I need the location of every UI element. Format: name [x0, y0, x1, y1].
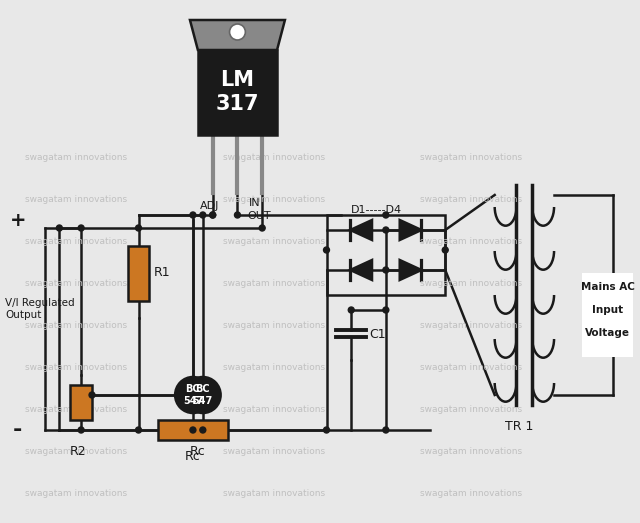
Circle shape — [383, 267, 389, 273]
Text: swagatam innovations: swagatam innovations — [223, 153, 324, 162]
Circle shape — [383, 427, 389, 433]
Text: Rc: Rc — [190, 445, 205, 458]
Circle shape — [78, 225, 84, 231]
Circle shape — [324, 427, 330, 433]
FancyBboxPatch shape — [582, 273, 633, 357]
Circle shape — [185, 377, 221, 413]
Bar — [70, 385, 92, 420]
Polygon shape — [350, 260, 372, 280]
Text: swagatam innovations: swagatam innovations — [25, 363, 127, 372]
Text: LM
317: LM 317 — [216, 71, 259, 113]
Text: swagatam innovations: swagatam innovations — [223, 363, 324, 372]
Bar — [158, 420, 228, 440]
Circle shape — [383, 307, 389, 313]
Text: swagatam innovations: swagatam innovations — [25, 195, 127, 204]
Polygon shape — [350, 220, 372, 240]
Bar — [175, 421, 220, 439]
Circle shape — [230, 24, 245, 40]
Circle shape — [234, 212, 241, 218]
Polygon shape — [400, 260, 422, 280]
Text: swagatam innovations: swagatam innovations — [25, 153, 127, 162]
Text: swagatam innovations: swagatam innovations — [223, 405, 324, 414]
Text: R2: R2 — [70, 445, 86, 458]
Text: -: - — [13, 420, 22, 440]
Text: swagatam innovations: swagatam innovations — [420, 237, 523, 246]
Circle shape — [175, 377, 211, 413]
Bar — [198, 50, 277, 135]
Text: swagatam innovations: swagatam innovations — [420, 153, 523, 162]
Circle shape — [136, 427, 141, 433]
Text: swagatam innovations: swagatam innovations — [223, 489, 324, 498]
Circle shape — [200, 427, 206, 433]
Circle shape — [190, 212, 196, 218]
Circle shape — [136, 225, 141, 231]
Bar — [326, 215, 445, 295]
Text: swagatam innovations: swagatam innovations — [420, 405, 523, 414]
Text: swagatam innovations: swagatam innovations — [223, 279, 324, 288]
Circle shape — [383, 227, 389, 233]
Text: TR 1: TR 1 — [505, 420, 534, 433]
Circle shape — [259, 225, 265, 231]
Text: D1-----D4: D1-----D4 — [351, 205, 401, 215]
Text: swagatam innovations: swagatam innovations — [25, 447, 127, 456]
Circle shape — [190, 427, 196, 433]
Circle shape — [210, 212, 216, 218]
Bar — [127, 245, 149, 301]
Circle shape — [78, 427, 84, 433]
Text: swagatam innovations: swagatam innovations — [223, 195, 324, 204]
Circle shape — [442, 247, 448, 253]
Text: BC
547: BC 547 — [183, 384, 203, 406]
Text: swagatam innovations: swagatam innovations — [420, 447, 523, 456]
Text: swagatam innovations: swagatam innovations — [223, 321, 324, 330]
Text: swagatam innovations: swagatam innovations — [420, 321, 523, 330]
Circle shape — [383, 212, 389, 218]
Text: V/I Regulated
Output: V/I Regulated Output — [5, 298, 75, 320]
Text: swagatam innovations: swagatam innovations — [25, 405, 127, 414]
Text: swagatam innovations: swagatam innovations — [25, 237, 127, 246]
Text: swagatam innovations: swagatam innovations — [223, 237, 324, 246]
Circle shape — [348, 307, 354, 313]
Text: swagatam innovations: swagatam innovations — [420, 363, 523, 372]
Text: IN: IN — [250, 198, 261, 208]
Text: Rc: Rc — [185, 450, 201, 463]
Text: Mains AC

Input

Voltage: Mains AC Input Voltage — [580, 282, 634, 338]
Text: swagatam innovations: swagatam innovations — [420, 279, 523, 288]
Text: R1: R1 — [154, 267, 170, 279]
Text: C1: C1 — [369, 328, 386, 342]
Text: swagatam innovations: swagatam innovations — [25, 321, 127, 330]
Text: swagatam innovations: swagatam innovations — [25, 279, 127, 288]
Polygon shape — [400, 220, 422, 240]
Text: swagatam innovations: swagatam innovations — [420, 489, 523, 498]
Text: swagatam innovations: swagatam innovations — [223, 447, 324, 456]
Text: swagatam innovations: swagatam innovations — [25, 489, 127, 498]
Circle shape — [56, 225, 62, 231]
Circle shape — [324, 247, 330, 253]
Text: OUT: OUT — [248, 211, 271, 221]
Text: ADJ: ADJ — [200, 201, 220, 211]
Text: BC
547: BC 547 — [193, 384, 213, 406]
Circle shape — [89, 392, 95, 398]
Circle shape — [210, 212, 216, 218]
Text: +: + — [10, 210, 26, 230]
Text: swagatam innovations: swagatam innovations — [420, 195, 523, 204]
Circle shape — [200, 212, 206, 218]
Polygon shape — [190, 20, 285, 50]
